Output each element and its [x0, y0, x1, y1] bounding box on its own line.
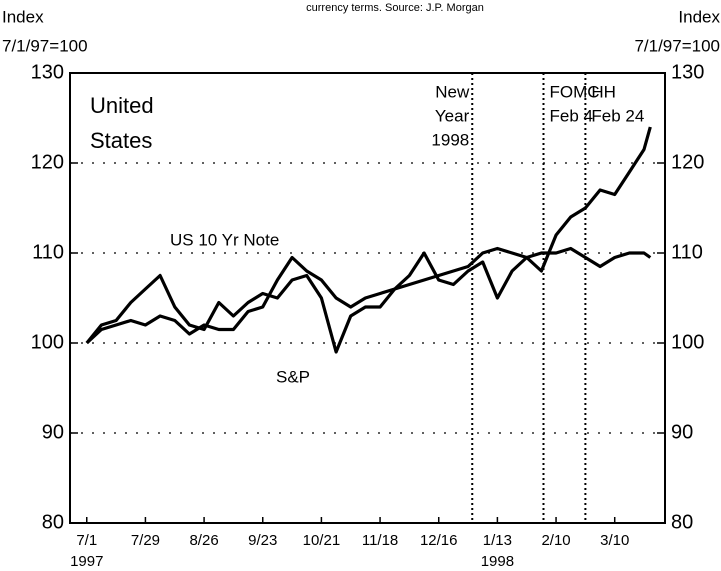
- y-tick-label: 120: [31, 151, 64, 173]
- y-tick-label: 80: [42, 511, 64, 533]
- y-tick-label: 100: [31, 331, 64, 353]
- y-axis-label: Index: [2, 7, 44, 26]
- event-label: Feb 4: [549, 106, 592, 125]
- x-tick-label: 7/1: [76, 532, 97, 549]
- event-label: FOMC: [549, 82, 599, 101]
- x-year-label: 1998: [481, 553, 514, 570]
- y-tick-label: 90: [42, 421, 64, 443]
- y2-tick-label: 130: [671, 61, 704, 83]
- annotation: United: [90, 93, 154, 118]
- y-tick-label: 110: [32, 241, 64, 263]
- y-axis-label: 7/1/97=100: [2, 36, 88, 55]
- event-label: 1998: [431, 130, 469, 149]
- series-label: US 10 Yr Note: [170, 230, 279, 249]
- annotation: States: [90, 128, 152, 153]
- y-tick-label: 130: [31, 61, 64, 83]
- y2-tick-label: 80: [671, 511, 693, 533]
- plot-frame: [69, 72, 666, 524]
- y2-tick-label: 90: [671, 421, 693, 443]
- x-tick-label: 2/10: [541, 532, 570, 549]
- x-year-label: 1997: [70, 553, 103, 570]
- event-label: New: [435, 82, 470, 101]
- event-label: Year: [435, 106, 470, 125]
- y2-axis-label: Index: [678, 7, 720, 26]
- y2-tick-label: 110: [671, 241, 703, 263]
- x-tick-label: 11/18: [362, 532, 398, 549]
- x-tick-label: 1/13: [483, 532, 512, 549]
- y2-tick-label: 100: [671, 331, 704, 353]
- subtitle: currency terms. Source: J.P. Morgan: [306, 2, 484, 14]
- event-label: Feb 24: [591, 106, 644, 125]
- y2-axis-label: 7/1/97=100: [634, 36, 720, 55]
- x-tick-label: 8/26: [189, 532, 218, 549]
- x-tick-label: 7/29: [131, 532, 160, 549]
- x-tick-label: 9/23: [248, 532, 277, 549]
- event-label: HH: [591, 82, 616, 101]
- series-line: [85, 126, 652, 354]
- x-tick-label: 12/16: [420, 532, 458, 549]
- y2-tick-label: 120: [671, 151, 704, 173]
- x-tick-label: 10/21: [303, 532, 341, 549]
- series-line: [85, 246, 652, 345]
- x-tick-label: 3/10: [600, 532, 629, 549]
- series-label: S&P: [276, 367, 310, 386]
